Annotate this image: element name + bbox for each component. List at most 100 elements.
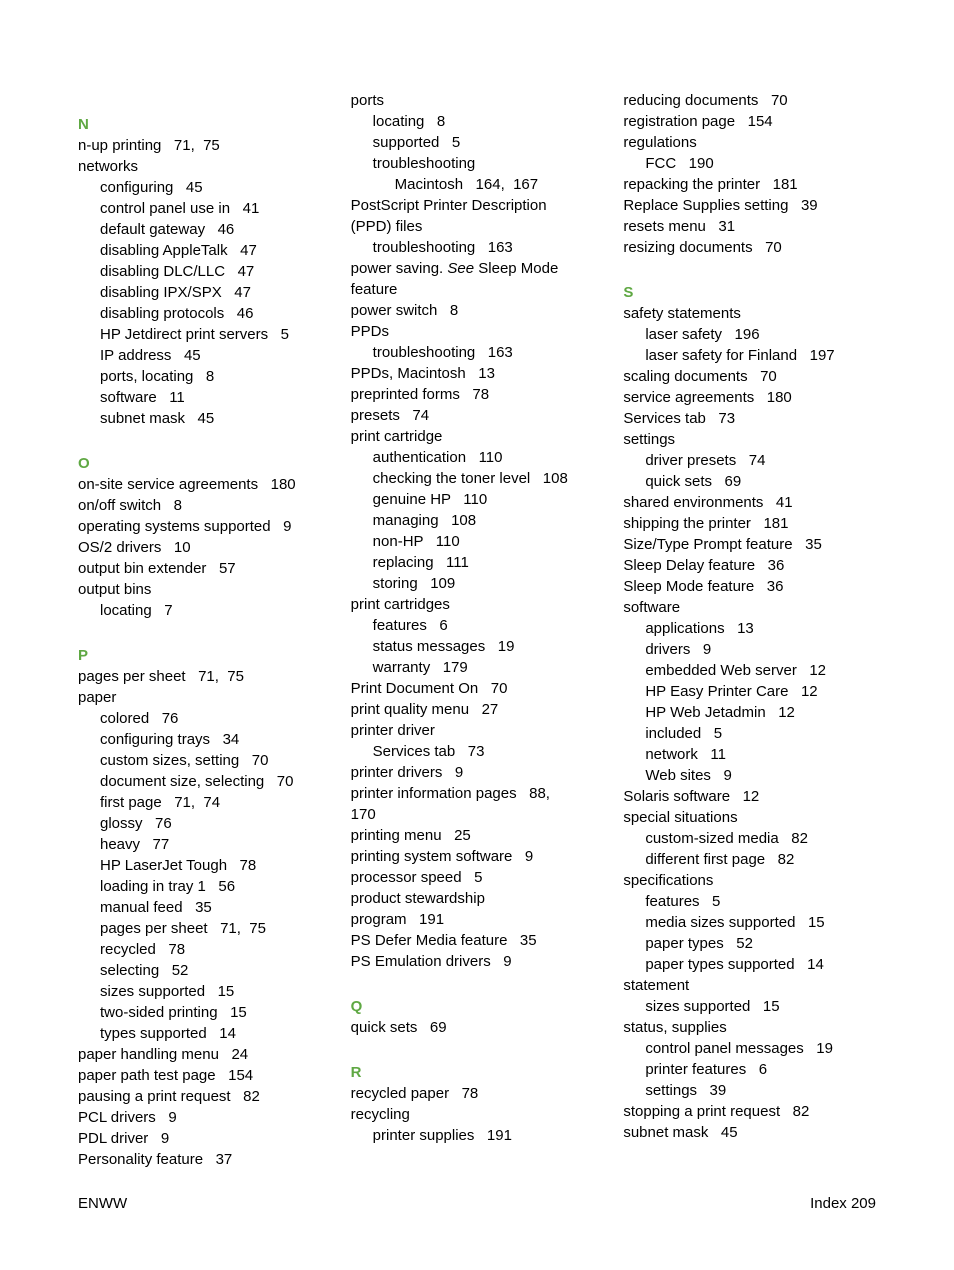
- entry-page: 27: [469, 701, 498, 718]
- entry-text: pages per sheet: [100, 920, 208, 937]
- entry-text: printer drivers: [351, 764, 443, 781]
- index-entry: shipping the printer 181: [623, 513, 876, 534]
- entry-page: 9: [491, 953, 512, 970]
- entry-text: preprinted forms: [351, 386, 460, 403]
- index-entry: on/off switch 8: [78, 495, 331, 516]
- entry-text: genuine HP: [373, 491, 451, 508]
- entry-page: 71, 75: [161, 137, 219, 154]
- index-entry: PCL drivers 9: [78, 1107, 331, 1128]
- index-entry: Solaris software 12: [623, 786, 876, 807]
- entry-text: printer features: [645, 1061, 746, 1078]
- entry-text: printing menu: [351, 827, 442, 844]
- index-entry: replacing 111: [351, 552, 604, 573]
- entry-text: Macintosh: [395, 176, 463, 193]
- entry-text: printer supplies: [373, 1127, 475, 1144]
- entry-text: repacking the printer: [623, 176, 760, 193]
- index-entry: first page 71, 74: [78, 792, 331, 813]
- entry-text: heavy: [100, 836, 140, 853]
- entry-page: 180: [754, 389, 792, 406]
- entry-text: product stewardship: [351, 890, 485, 907]
- index-entry: printer supplies 191: [351, 1125, 604, 1146]
- entry-page: 41: [230, 200, 259, 217]
- entry-text: feature: [351, 281, 398, 298]
- index-entry: Services tab 73: [351, 741, 604, 762]
- entry-text: default gateway: [100, 221, 205, 238]
- entry-text: IP address: [100, 347, 171, 364]
- index-column: reducing documents 70registration page 1…: [623, 90, 876, 1170]
- index-entry: media sizes supported 15: [623, 912, 876, 933]
- entry-page: 9: [148, 1130, 169, 1147]
- entry-text: HP Web Jetadmin: [645, 704, 765, 721]
- entry-page: 82: [765, 851, 794, 868]
- entry-page: 13: [725, 620, 754, 637]
- entry-page: 110: [423, 533, 459, 550]
- entry-page: 19: [804, 1040, 833, 1057]
- index-entry: Sleep Mode feature 36: [623, 576, 876, 597]
- entry-page: 78: [156, 941, 185, 958]
- entry-page: 11: [698, 746, 726, 763]
- entry-text: replacing: [373, 554, 434, 571]
- entry-page: 73: [455, 743, 484, 760]
- entry-page: 46: [205, 221, 234, 238]
- entry-text: Size/Type Prompt feature: [623, 536, 792, 553]
- entry-page: 163: [475, 344, 513, 361]
- index-section-letter: P: [78, 645, 331, 666]
- entry-text: scaling documents: [623, 368, 747, 385]
- index-entry: PS Defer Media feature 35: [351, 930, 604, 951]
- index-entry: printing menu 25: [351, 825, 604, 846]
- entry-page: 5: [700, 893, 721, 910]
- entry-text: software: [100, 389, 157, 406]
- entry-text: laser safety: [645, 326, 722, 343]
- index-entry: laser safety for Finland 197: [623, 345, 876, 366]
- entry-page: 191: [407, 911, 445, 928]
- entry-page: 181: [751, 515, 789, 532]
- entry-page: 70: [753, 239, 782, 256]
- index-entry: processor speed 5: [351, 867, 604, 888]
- index-entry: printer driver: [351, 720, 604, 741]
- entry-page: 9: [156, 1109, 177, 1126]
- entry-text: warranty: [373, 659, 431, 676]
- entry-text: disabling protocols: [100, 305, 224, 322]
- entry-page: 5: [462, 869, 483, 886]
- index-entry: on-site service agreements 180: [78, 474, 331, 495]
- entry-text: first page: [100, 794, 162, 811]
- index-entry: program 191: [351, 909, 604, 930]
- index-entry: print cartridges: [351, 594, 604, 615]
- entry-page: 9: [711, 767, 732, 784]
- entry-page: 36: [754, 578, 783, 595]
- entry-text: custom-sized media: [645, 830, 778, 847]
- entry-text: program: [351, 911, 407, 928]
- entry-text: quick sets: [645, 473, 712, 490]
- index-section-letter: Q: [351, 996, 604, 1017]
- entry-text: glossy: [100, 815, 143, 832]
- entry-text: pages per sheet: [78, 668, 186, 685]
- entry-page: 35: [183, 899, 212, 916]
- entry-text: Sleep Mode feature: [623, 578, 754, 595]
- entry-text: processor speed: [351, 869, 462, 886]
- entry-text: printer information pages: [351, 785, 517, 802]
- index-entry: control panel use in 41: [78, 198, 331, 219]
- index-entry: supported 5: [351, 132, 604, 153]
- index-entry: PDL driver 9: [78, 1128, 331, 1149]
- index-entry: heavy 77: [78, 834, 331, 855]
- entry-page: 47: [222, 284, 251, 301]
- index-entry: printer drivers 9: [351, 762, 604, 783]
- entry-text: print quality menu: [351, 701, 469, 718]
- entry-page: 164, 167: [463, 176, 538, 193]
- entry-page: 108: [530, 470, 568, 487]
- entry-page: 5: [439, 134, 460, 151]
- index-section-letter: S: [623, 282, 876, 303]
- index-entry: Size/Type Prompt feature 35: [623, 534, 876, 555]
- entry-text: printer driver: [351, 722, 435, 739]
- entry-page: 45: [171, 347, 200, 364]
- entry-text: safety statements: [623, 305, 741, 322]
- entry-text: configuring trays: [100, 731, 210, 748]
- index-entry: specifications: [623, 870, 876, 891]
- entry-page: 9: [271, 518, 292, 535]
- index-entry: print cartridge: [351, 426, 604, 447]
- page-footer: ENWW Index 209: [78, 1195, 876, 1212]
- entry-text: status, supplies: [623, 1019, 726, 1036]
- entry-text: output bins: [78, 581, 151, 598]
- entry-text: control panel messages: [645, 1040, 803, 1057]
- index-entry: settings: [623, 429, 876, 450]
